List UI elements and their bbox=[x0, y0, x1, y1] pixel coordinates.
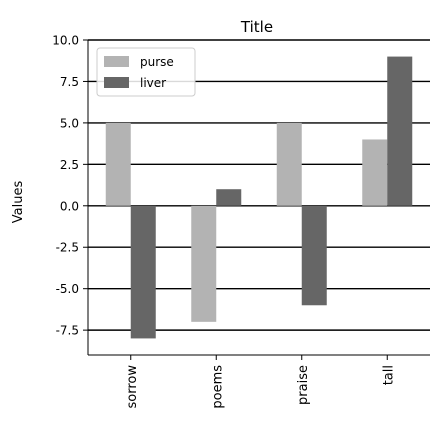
y-tick-label: 0.0 bbox=[60, 199, 79, 213]
x-tick-label: praise bbox=[296, 365, 311, 405]
y-tick-label: 7.5 bbox=[60, 75, 79, 89]
x-tick-label: tall bbox=[381, 365, 396, 385]
bars bbox=[105, 56, 413, 339]
y-tick-label: 10.0 bbox=[52, 34, 79, 48]
axes bbox=[83, 39, 430, 360]
legend: purse liver bbox=[96, 47, 196, 97]
x-tick-label: sorrow bbox=[125, 365, 140, 409]
x-tick-label: poems bbox=[210, 365, 225, 409]
y-tick-labels: -7.5 -5.0 -2.5 0.0 2.5 5.0 7.5 10.0 bbox=[52, 34, 79, 338]
legend-swatch-purse bbox=[104, 56, 129, 67]
y-tick-label: -5.0 bbox=[56, 282, 79, 296]
bar-liver-sorrow bbox=[130, 205, 156, 339]
y-tick-label: 2.5 bbox=[60, 158, 79, 172]
legend-label-liver: liver bbox=[140, 76, 166, 90]
bar-liver-poems bbox=[216, 189, 242, 206]
bar-purse-tall bbox=[362, 139, 388, 206]
bar-purse-praise bbox=[276, 122, 302, 206]
bar-purse-sorrow bbox=[105, 122, 131, 206]
y-tick-label: 5.0 bbox=[60, 116, 79, 130]
x-tick-labels: sorrow poems praise tall bbox=[125, 365, 397, 409]
y-tick-label: -7.5 bbox=[56, 324, 79, 338]
y-axis-label: Values bbox=[11, 181, 26, 224]
y-tick-label: -2.5 bbox=[56, 241, 79, 255]
legend-swatch-liver bbox=[104, 77, 129, 88]
bar-purse-poems bbox=[191, 205, 217, 322]
bar-liver-praise bbox=[301, 205, 327, 306]
bar-liver-tall bbox=[387, 56, 413, 206]
chart-title: Title bbox=[240, 18, 273, 36]
legend-label-purse: purse bbox=[140, 55, 174, 69]
